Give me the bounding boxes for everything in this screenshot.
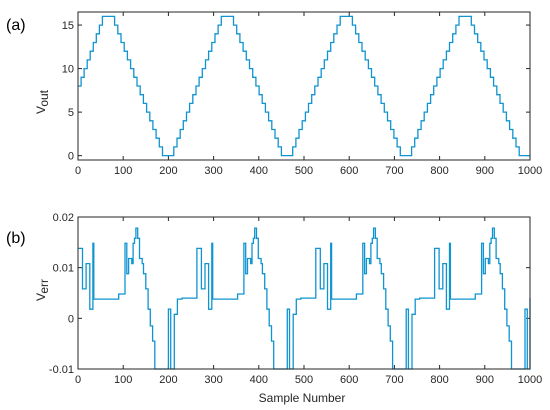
panel-b-series-line (78, 227, 531, 370)
panel-a-xtick-label: 900 (476, 165, 494, 177)
panel-a-chart: (a) Vout 0 100 200 300 400 500 600 700 800 900 100… (6, 11, 542, 177)
panel-a-xtick-label: 800 (430, 165, 448, 177)
panel-b-xtick-label: 200 (159, 374, 177, 386)
panel-a-xtick-label: 100 (114, 165, 132, 177)
panel-a-label: (a) (6, 17, 26, 34)
panel-a-xtick-label: 1000 (518, 165, 542, 177)
panel-a-ytick-label: 10 (62, 64, 74, 76)
panel-a-xtick-label: 200 (159, 165, 177, 177)
panel-a-ytick-label: 0 (68, 151, 74, 163)
panel-b-xtick-label: 800 (430, 374, 448, 386)
panel-a-series-line (78, 15, 530, 157)
panel-b-ytick-label: 0.02 (53, 212, 74, 224)
panel-b-ylabel-main: V (34, 293, 48, 301)
panel-b-xtick-label: 600 (340, 374, 358, 386)
panel-b-chart: (b) Verr 0 100 200 300 400 500 600 700 800 900 100… (6, 212, 542, 405)
panel-b-xtick-label: 700 (385, 374, 403, 386)
panel-b-ylabel: Verr (34, 279, 51, 301)
panel-b-label: (b) (6, 230, 26, 247)
panel-b-ytick-label: -0.01 (49, 364, 74, 376)
panel-b-xtick-label: 100 (114, 374, 132, 386)
panel-a-frame (77, 11, 531, 161)
panel-a-ylabel-main: V (34, 106, 48, 114)
panel-a-xtick-label: 0 (75, 165, 81, 177)
panel-b-xlabel: Sample Number (259, 391, 346, 405)
panel-a-xtick-label: 400 (250, 165, 268, 177)
panel-b-frame (77, 216, 531, 370)
panel-a-xtick-label: 300 (204, 165, 222, 177)
panel-b-xtick-label: 1000 (518, 374, 542, 386)
panel-b-ytick-label: 0.01 (53, 263, 74, 275)
panel-a-ylabel-sub: out (37, 89, 51, 106)
panel-b-ylabel-sub: err (37, 279, 51, 294)
panel-b-xtick-label: 0 (75, 374, 81, 386)
panel-b-ticks: 0 100 200 300 400 500 600 700 800 900 1000-0.0100.… (49, 212, 542, 386)
panel-a-ylabel: Vout (34, 89, 51, 114)
panel-a-xtick-label: 600 (340, 165, 358, 177)
panel-a-ytick-label: 15 (62, 20, 74, 32)
panel-b-xtick-label: 500 (295, 374, 313, 386)
panel-b-xtick-label: 900 (476, 374, 494, 386)
panel-a-xtick-label: 500 (295, 165, 313, 177)
panel-a-ticks: 0 100 200 300 400 500 600 700 800 900 1000 0 5 10 15 (62, 12, 542, 177)
panel-a-xtick-label: 700 (385, 165, 403, 177)
panel-b-xtick-label: 300 (204, 374, 222, 386)
panel-b-xtick-label: 400 (250, 374, 268, 386)
panel-a-ytick-label: 5 (68, 107, 74, 119)
panel-b-ytick-label: 0 (68, 313, 74, 325)
